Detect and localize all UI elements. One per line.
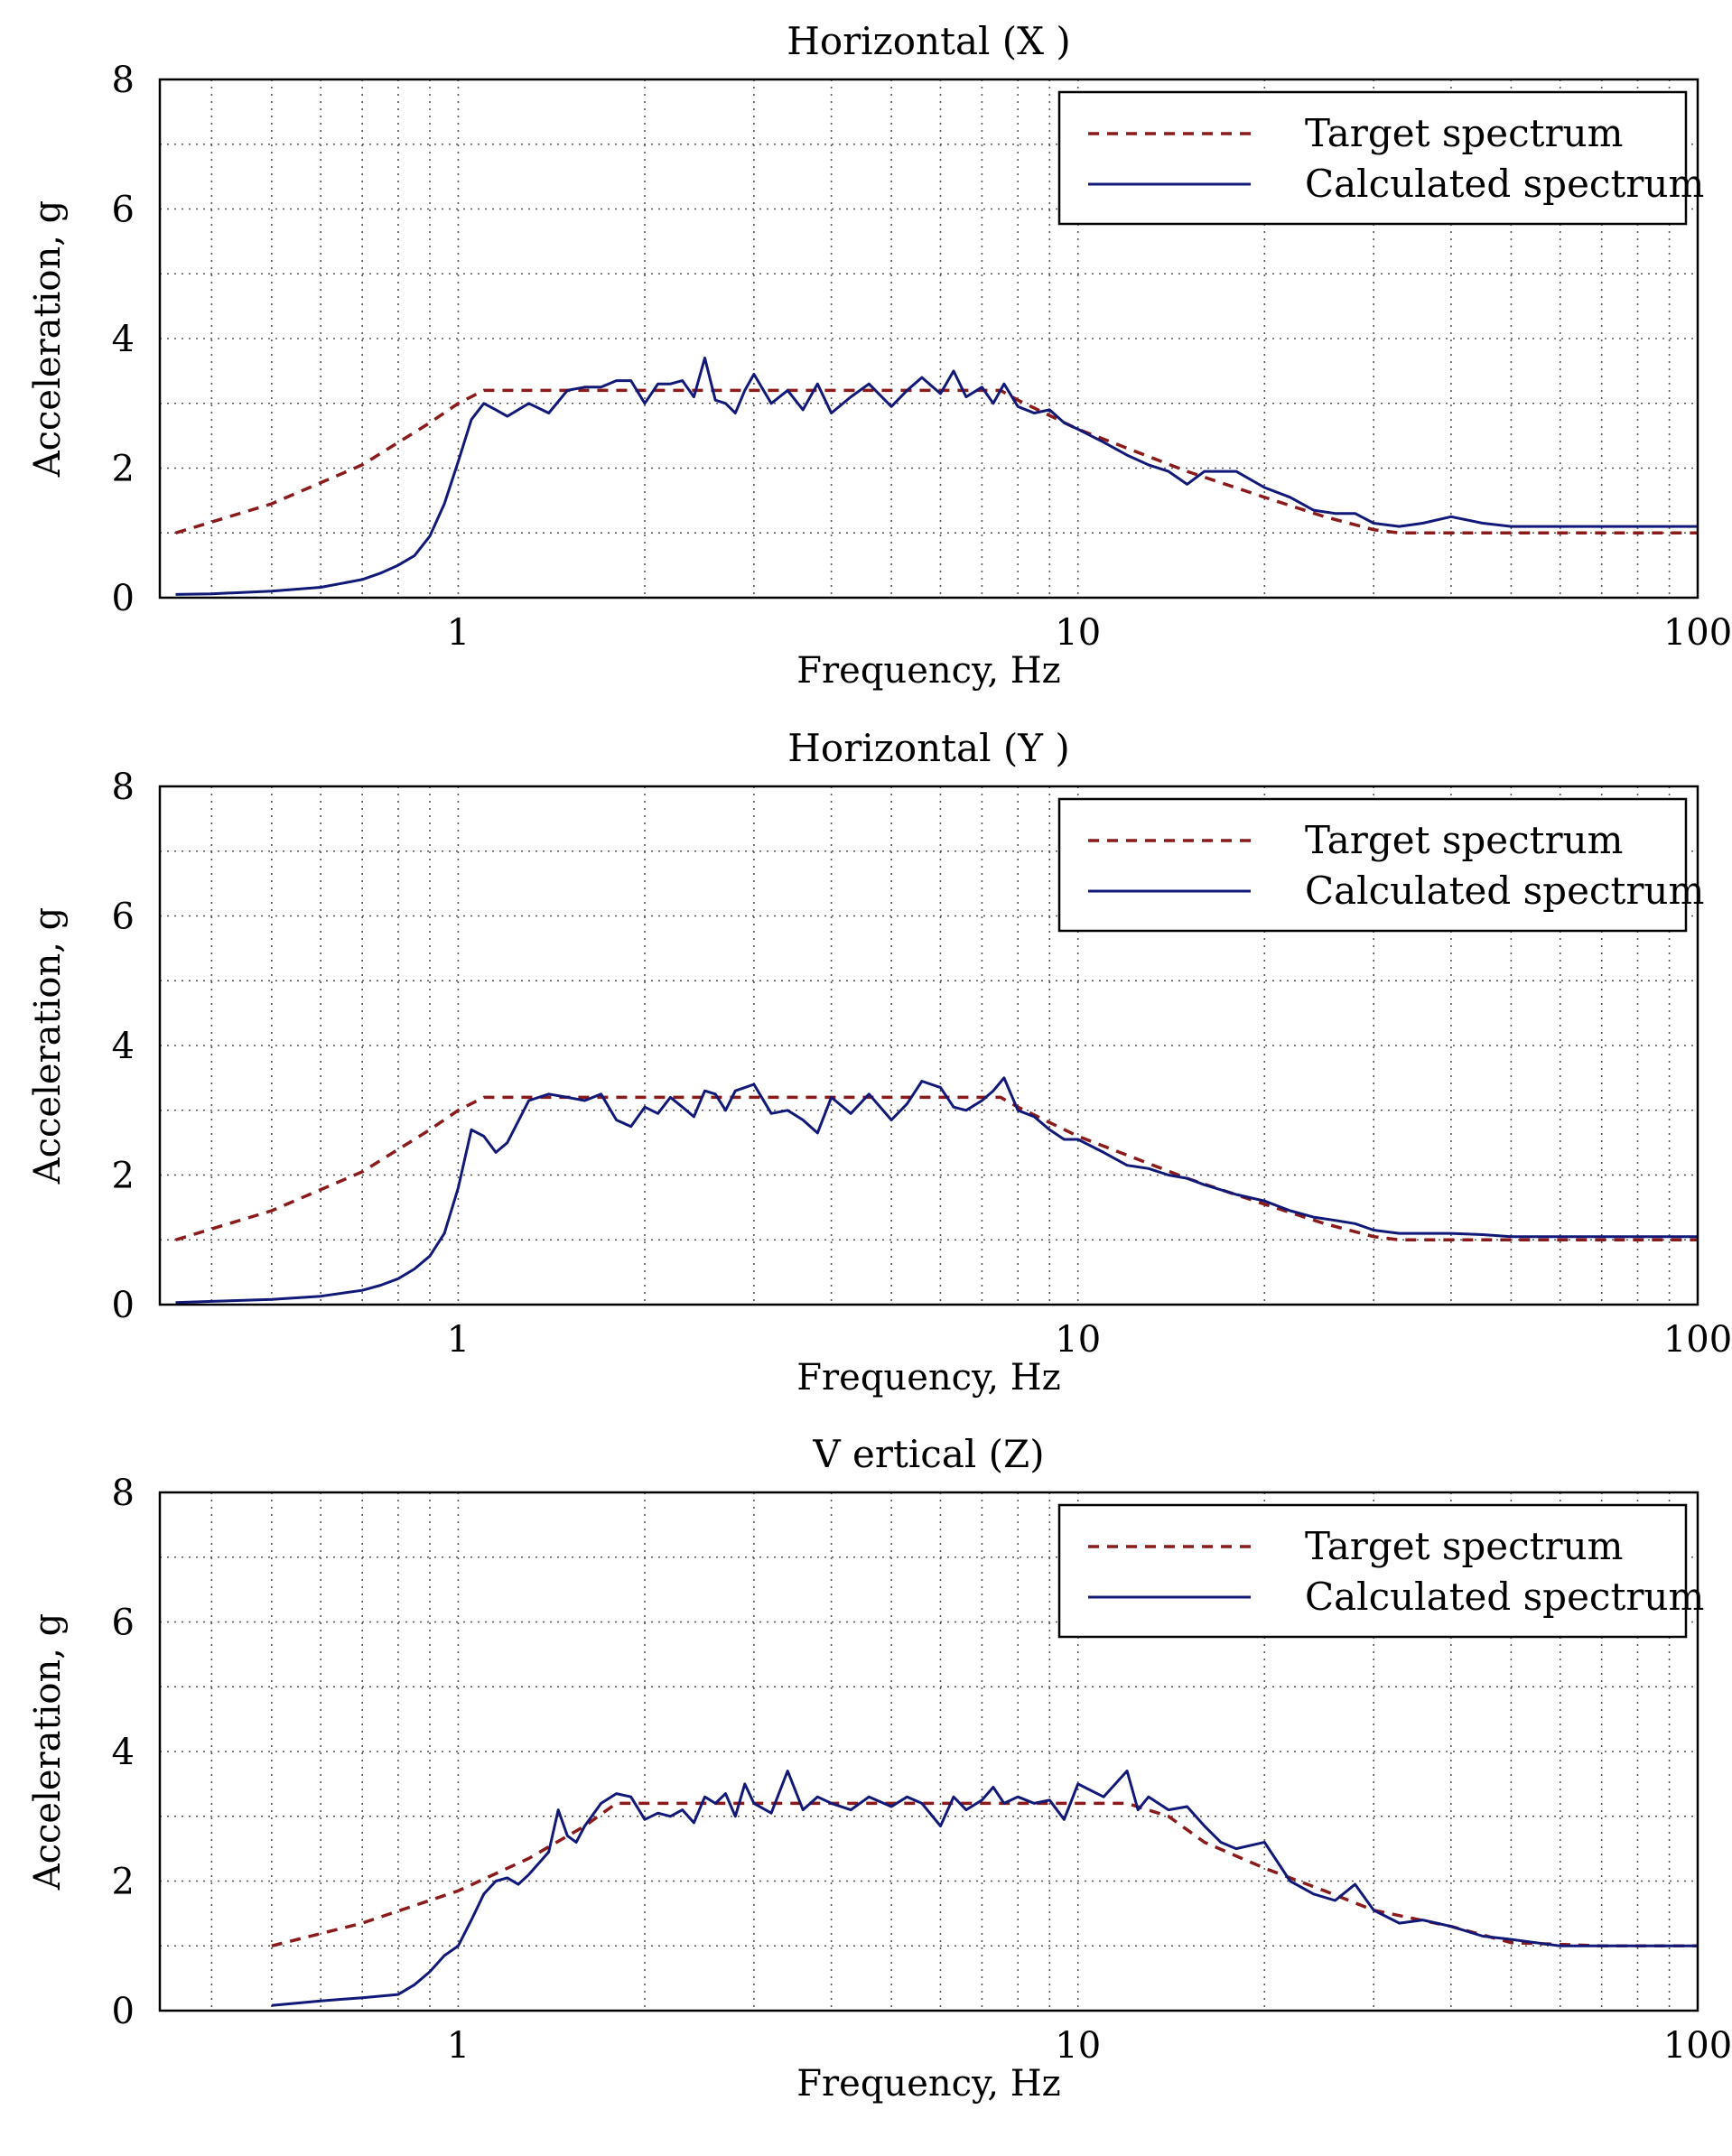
x-tick-label: 100 [1663, 1319, 1732, 1361]
y-tick-label: 8 [112, 1473, 135, 1514]
legend-box [1057, 1503, 1688, 1639]
y-tick-label: 0 [112, 1285, 135, 1326]
legend: Target spectrum Calculated spectrum [1057, 797, 1704, 933]
y-axis-label: Acceleration, g [27, 1613, 69, 1891]
x-tick-label: 10 [1055, 1319, 1101, 1361]
legend-entry-label: Calculated spectrum [1305, 162, 1704, 206]
plot-frame [158, 785, 1699, 1306]
plot-frame [158, 78, 1699, 599]
legend-entry-label: Target spectrum [1305, 111, 1624, 155]
x-tick-label: 1 [447, 1319, 470, 1361]
legend: Target spectrum Calculated spectrum [1057, 1503, 1704, 1639]
x-tick-label: 10 [1055, 612, 1101, 654]
y-tick-label: 4 [112, 1026, 135, 1067]
y-tick-label: 4 [112, 319, 135, 360]
y-axis-label: Acceleration, g [27, 200, 69, 479]
chart-title: Horizontal (Y ) [787, 726, 1069, 770]
chart-panel-3: V ertical (Z) 0 2 4 6 8 1 10 100 Frequency, Hz Acc… [27, 1432, 1732, 2105]
y-axis-label: Acceleration, g [27, 907, 69, 1185]
chart-title: V ertical (Z) [812, 1432, 1044, 1476]
y-tick-label: 6 [112, 190, 135, 231]
legend-entry-label: Target spectrum [1305, 818, 1624, 862]
legend-box [1057, 797, 1688, 933]
x-tick-label: 100 [1663, 612, 1732, 654]
y-tick-label: 8 [112, 60, 135, 101]
x-axis-label: Frequency, Hz [796, 1357, 1060, 1399]
target-spectrum-line [271, 1801, 1698, 1948]
x-axis-label: Frequency, Hz [796, 650, 1060, 692]
y-tick-label: 0 [112, 578, 135, 619]
y-tick-label: 0 [112, 1991, 135, 2032]
x-tick-label: 1 [447, 2025, 470, 2067]
target-spectrum-line [174, 388, 1698, 535]
y-tick-label: 2 [112, 1862, 135, 1903]
legend-box [1057, 90, 1688, 226]
x-tick-label: 100 [1663, 2025, 1732, 2067]
plot-frame [158, 1491, 1699, 2012]
chart-panel-2: Horizontal (Y ) 0 2 4 6 8 1 10 100 Frequency, Hz A… [27, 726, 1732, 1399]
x-tick-label: 1 [447, 612, 470, 654]
calculated-spectrum-line [175, 1076, 1698, 1305]
y-tick-label: 2 [112, 1156, 135, 1197]
x-tick-label: 10 [1055, 2025, 1101, 2067]
y-tick-label: 2 [112, 449, 135, 490]
x-axis-label: Frequency, Hz [796, 2063, 1060, 2105]
chart-panel-1: Horizontal (X ) 0 2 4 6 8 1 10 100 Frequency, Hz A… [27, 19, 1732, 692]
calculated-spectrum-line [175, 357, 1698, 596]
chart-title: Horizontal (X ) [787, 19, 1071, 63]
calculated-spectrum-line [271, 1770, 1698, 2007]
legend-entry-label: Calculated spectrum [1305, 869, 1704, 913]
legend: Target spectrum Calculated spectrum [1057, 90, 1704, 226]
y-tick-label: 6 [112, 1603, 135, 1644]
y-tick-label: 4 [112, 1732, 135, 1773]
legend-entry-label: Calculated spectrum [1305, 1575, 1704, 1619]
target-spectrum-line [174, 1095, 1698, 1242]
y-tick-label: 6 [112, 897, 135, 938]
legend-entry-label: Target spectrum [1305, 1524, 1624, 1568]
y-tick-label: 8 [112, 767, 135, 808]
